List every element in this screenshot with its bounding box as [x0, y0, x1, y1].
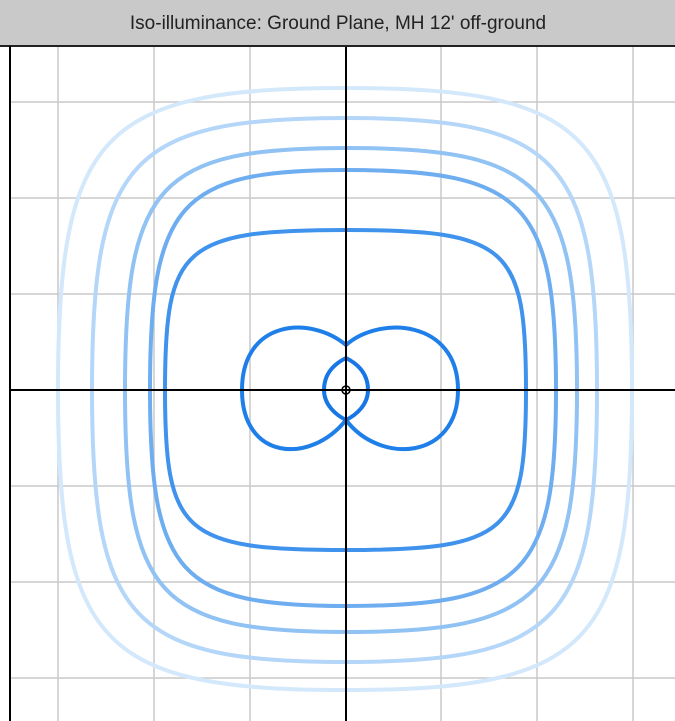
plot-title: Iso-illuminance: Ground Plane, MH 12' of…: [130, 13, 546, 34]
plot-area: [10, 47, 675, 721]
header-bar: [0, 0, 675, 46]
luminaire-marker: [341, 385, 351, 395]
